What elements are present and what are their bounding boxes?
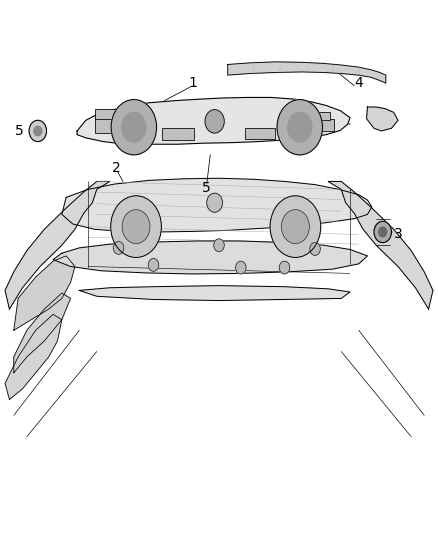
Polygon shape (328, 181, 433, 309)
Circle shape (270, 196, 321, 257)
Circle shape (279, 261, 290, 274)
Circle shape (214, 239, 224, 252)
Circle shape (374, 221, 392, 243)
Text: 5: 5 (14, 124, 23, 138)
Circle shape (205, 110, 224, 133)
Circle shape (113, 241, 124, 254)
Polygon shape (228, 62, 386, 83)
Circle shape (277, 100, 322, 155)
Text: 5: 5 (201, 181, 210, 195)
Circle shape (282, 209, 309, 244)
Circle shape (122, 209, 150, 244)
Bar (313, 112, 330, 120)
Circle shape (34, 126, 42, 136)
Polygon shape (79, 286, 350, 301)
Circle shape (207, 193, 223, 212)
Polygon shape (62, 178, 372, 232)
Bar (162, 128, 194, 140)
Circle shape (148, 259, 159, 271)
Bar (95, 109, 116, 119)
Polygon shape (14, 256, 75, 330)
Polygon shape (53, 241, 367, 274)
Bar (245, 128, 275, 139)
Circle shape (111, 100, 156, 155)
Text: 4: 4 (354, 76, 363, 90)
Circle shape (287, 112, 312, 142)
Circle shape (310, 243, 320, 255)
Polygon shape (367, 107, 398, 131)
Text: 3: 3 (394, 227, 403, 240)
Polygon shape (5, 314, 62, 399)
Circle shape (29, 120, 46, 142)
Polygon shape (14, 293, 71, 373)
Circle shape (236, 261, 246, 274)
Text: 2: 2 (112, 161, 121, 175)
Bar (313, 119, 334, 132)
Circle shape (111, 196, 161, 257)
Bar (95, 118, 119, 133)
Circle shape (121, 112, 146, 142)
Circle shape (379, 227, 387, 237)
Polygon shape (5, 181, 110, 309)
Polygon shape (77, 98, 350, 144)
Text: 1: 1 (188, 76, 197, 90)
